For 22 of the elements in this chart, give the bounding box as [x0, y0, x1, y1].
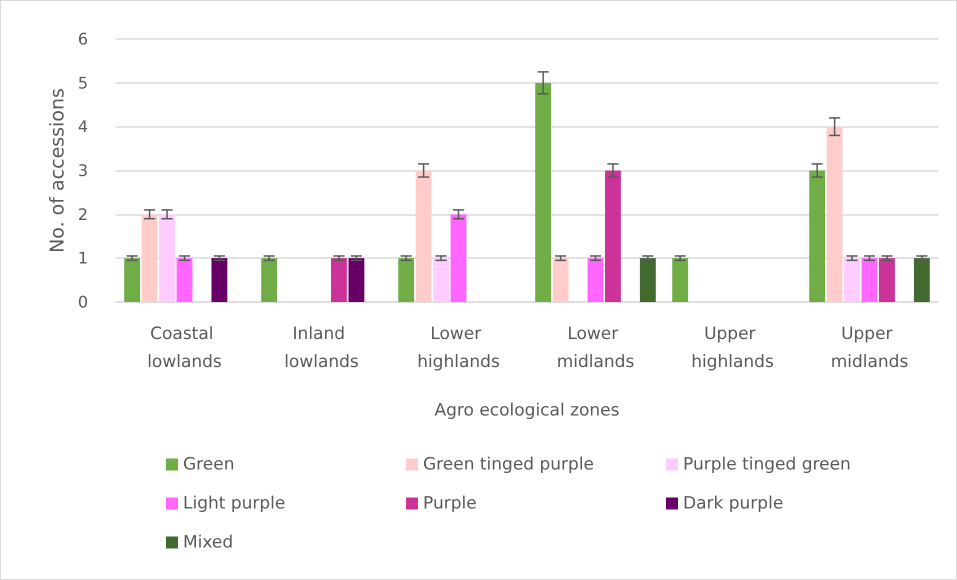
y-tick-label: 2	[78, 204, 88, 224]
y-axis-title: No. of accessions	[46, 88, 68, 253]
x-tick-label: Upper midlands	[830, 324, 908, 372]
legend-label: Green	[183, 454, 234, 474]
y-tick-label: 4	[78, 117, 88, 136]
x-axis-title: Agro ecological zones	[434, 400, 620, 420]
x-tick-label: Lower highlands	[417, 324, 500, 372]
legend-label: Purple	[423, 494, 477, 514]
legend-label: Dark purple	[683, 494, 784, 514]
x-tick-label: Coastal lowlands	[147, 324, 222, 372]
y-tick-label: 1	[78, 248, 88, 268]
y-tick-label: 3	[78, 161, 88, 180]
x-tick-label: Inland lowlands	[284, 324, 359, 372]
x-tick-label: Upper highlands	[691, 324, 774, 372]
y-tick-label: 0	[78, 292, 88, 312]
y-tick-label: 6	[78, 30, 88, 48]
y-tick-label: 5	[78, 73, 88, 92]
x-tick-label: Lower midlands	[556, 324, 634, 372]
legend-label: Light purple	[183, 494, 286, 514]
legend-label: Green tinged purple	[423, 454, 594, 474]
legend-label: Purple tinged green	[683, 454, 851, 474]
legend-label: Mixed	[183, 532, 234, 552]
